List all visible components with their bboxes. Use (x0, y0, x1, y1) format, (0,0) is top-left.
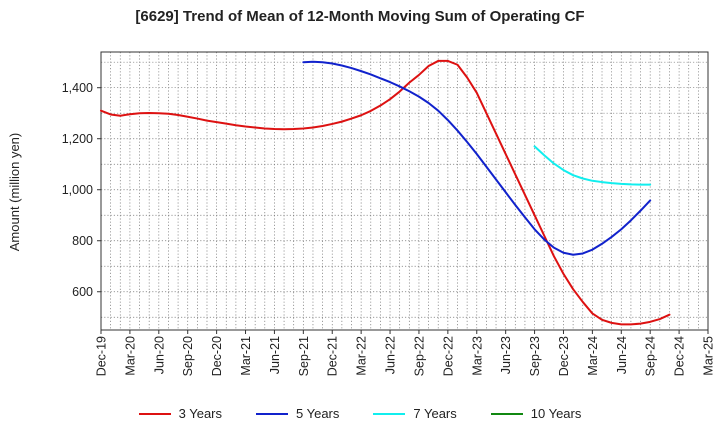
legend-swatch (138, 412, 171, 415)
x-tick-label: Mar-20 (123, 336, 137, 376)
y-tick-label: 800 (72, 234, 93, 248)
legend-item: 7 Years (373, 406, 457, 421)
series-lines (100, 59, 671, 326)
series-line-7-years (533, 145, 652, 186)
x-tick-label: Dec-22 (441, 336, 455, 376)
plot-frame (100, 51, 709, 331)
x-tick-label: Dec-19 (95, 336, 109, 376)
legend-item: 3 Years (138, 406, 222, 421)
y-tick-label: 1,200 (62, 132, 93, 146)
x-tick-label: Dec-20 (210, 336, 224, 376)
legend-label: 7 Years (413, 406, 457, 421)
legend-item: 10 Years (490, 406, 582, 421)
legend-swatch (490, 412, 523, 415)
x-axis: Dec-19 Mar-20 Jun-20 Sep-20 Dec-20 Mar-21 Jun-… (95, 330, 716, 376)
gridlines (101, 52, 708, 330)
y-axis-label: Amount (million yen) (7, 133, 22, 252)
x-tick-label: Mar-23 (470, 336, 484, 376)
x-tick-label: Mar-25 (702, 336, 716, 376)
x-tick-label: Sep-23 (528, 336, 542, 376)
legend-label: 10 Years (530, 406, 582, 421)
y-tick-label: 600 (72, 285, 93, 299)
x-tick-label: Jun-23 (499, 336, 513, 374)
y-tick-label: 1,400 (62, 81, 93, 95)
legend: 3 Years 5 Years 7 Years 10 Years (0, 406, 720, 421)
x-tick-label: Jun-21 (268, 336, 282, 374)
x-tick-label: Mar-24 (586, 336, 600, 376)
x-tick-label: Jun-22 (384, 336, 398, 374)
x-tick-label: Dec-24 (673, 336, 687, 376)
y-tick-label: 1,000 (62, 183, 93, 197)
legend-swatch (256, 412, 288, 415)
x-tick-label: Mar-21 (239, 336, 253, 376)
x-tick-label: Dec-23 (557, 336, 571, 376)
x-tick-label: Sep-22 (412, 336, 426, 376)
x-tick-label: Mar-22 (355, 336, 369, 376)
x-tick-label: Dec-21 (326, 336, 340, 376)
legend-label: 5 Years (296, 406, 340, 421)
x-tick-label: Sep-20 (181, 336, 195, 376)
chart-title: [6629] Trend of Mean of 12-Month Moving … (135, 8, 585, 25)
plot-area (101, 52, 708, 330)
x-tick-label: Sep-24 (644, 336, 658, 376)
series-line-5-years (302, 60, 652, 256)
x-tick-label: Jun-20 (152, 336, 166, 374)
x-tick-label: Sep-21 (297, 336, 311, 376)
x-tick-label: Jun-24 (615, 336, 629, 374)
y-axis: 600 800 1,000 1,200 1,400 (62, 81, 101, 299)
legend-item: 5 Years (256, 406, 339, 421)
legend-swatch (373, 412, 406, 415)
legend-label: 3 Years (178, 406, 222, 421)
series-line-3-years (100, 59, 671, 326)
